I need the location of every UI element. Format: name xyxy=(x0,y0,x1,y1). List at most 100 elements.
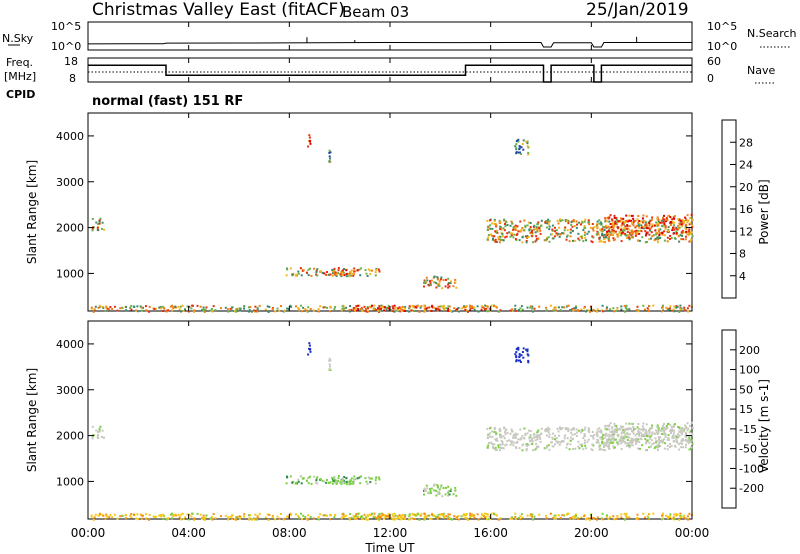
power-cell xyxy=(512,236,515,239)
velocity-cell xyxy=(646,515,649,518)
velocity-cell xyxy=(686,429,689,432)
velocity-cell xyxy=(647,435,650,438)
power-cell xyxy=(645,224,648,227)
velocity-cell xyxy=(559,426,561,429)
velocity-cell xyxy=(504,433,507,436)
velocity-cell xyxy=(509,440,512,443)
power-cell xyxy=(430,279,433,282)
velocity-cell xyxy=(605,434,608,437)
power-cell xyxy=(174,305,177,308)
velocity-cell xyxy=(447,494,450,497)
velocity-cell xyxy=(350,477,353,480)
noise-sky-line xyxy=(87,41,692,48)
power-cell xyxy=(193,309,196,312)
velocity-cell xyxy=(435,489,438,492)
velocity-cell xyxy=(520,513,523,516)
velocity-cell xyxy=(140,517,143,520)
power-cell xyxy=(404,306,407,308)
velocity-cell xyxy=(466,518,469,521)
power-cell xyxy=(531,307,534,310)
power-cell xyxy=(140,306,143,309)
power-cell xyxy=(669,216,672,219)
velocity-cell xyxy=(531,443,534,446)
power-cell xyxy=(646,231,649,234)
velocity-cell xyxy=(571,437,574,440)
velocity-cell xyxy=(361,518,364,521)
power-cell xyxy=(487,236,490,239)
velocity-cell xyxy=(502,447,505,450)
power-cell xyxy=(514,308,517,310)
velocity-cell xyxy=(513,441,516,444)
velocity-cell xyxy=(549,512,552,515)
power-cell xyxy=(678,226,681,229)
power-cell xyxy=(603,236,605,239)
velocity-cell xyxy=(657,428,660,431)
power-cell xyxy=(577,221,580,224)
velocity-cell xyxy=(159,514,162,516)
velocity-cell xyxy=(437,492,440,495)
velocity-cell xyxy=(669,432,672,434)
velocity-cell xyxy=(581,445,583,448)
velocity-cell xyxy=(286,515,289,518)
velocity-cell xyxy=(439,513,442,516)
velocity-cell xyxy=(435,515,438,518)
velocity-cell xyxy=(628,422,631,425)
power-cell xyxy=(518,239,521,242)
velocity-cell xyxy=(436,486,439,489)
power-cell xyxy=(495,241,498,243)
power-cell xyxy=(321,271,324,274)
power-cell xyxy=(659,228,662,231)
velocity-cell xyxy=(666,515,669,518)
velocity-cell xyxy=(343,476,346,478)
velocity-cell xyxy=(663,442,666,445)
velocity-cell xyxy=(430,491,432,494)
velocity-cell xyxy=(114,513,116,516)
velocity-cell xyxy=(663,433,665,436)
velocity-cell xyxy=(621,431,624,434)
velocity-cell xyxy=(630,437,633,440)
velocity-cell xyxy=(202,514,205,517)
velocity-cell xyxy=(497,444,500,447)
power-cell xyxy=(297,272,300,275)
power-cell xyxy=(626,308,629,311)
power-cell xyxy=(531,229,534,232)
velocity-cell xyxy=(531,515,534,518)
noise-search-label: N.Search xyxy=(747,27,797,40)
power-cell xyxy=(205,306,208,309)
velocity-cell xyxy=(614,430,617,433)
velocity-cell xyxy=(491,446,494,449)
velocity-cell xyxy=(253,517,256,520)
velocity-cell xyxy=(642,434,645,436)
velocity-cell xyxy=(268,513,271,516)
power-cell xyxy=(418,310,421,313)
power-cell xyxy=(644,224,647,227)
time-tick-label: 08:00 xyxy=(272,526,307,540)
power-cell xyxy=(640,230,643,233)
velocity-cell xyxy=(664,435,667,438)
velocity-cell xyxy=(626,433,629,436)
power-cell xyxy=(623,229,626,232)
power-cell xyxy=(683,308,686,311)
power-cell xyxy=(125,305,127,308)
power-cell xyxy=(515,143,518,146)
velocity-cell xyxy=(667,437,670,440)
power-cell xyxy=(547,236,550,239)
power-cell xyxy=(353,308,356,311)
velocity-cell xyxy=(442,514,445,517)
velocity-cell xyxy=(514,517,517,520)
velocity-cell xyxy=(561,427,564,430)
power-cell xyxy=(243,305,246,308)
power-cell xyxy=(585,239,587,242)
power-cell xyxy=(136,310,139,313)
velocity-cell xyxy=(613,439,616,442)
velocity-cell xyxy=(545,514,548,517)
velocity-cell xyxy=(616,515,619,518)
velocity-cell xyxy=(588,428,591,431)
power-cell xyxy=(671,220,674,223)
velocity-cell xyxy=(673,518,676,521)
velocity-cell xyxy=(607,445,610,448)
power-cell xyxy=(586,232,589,235)
velocity-cell xyxy=(333,475,336,478)
power-cell xyxy=(335,275,338,277)
velocity-cell xyxy=(326,479,328,481)
